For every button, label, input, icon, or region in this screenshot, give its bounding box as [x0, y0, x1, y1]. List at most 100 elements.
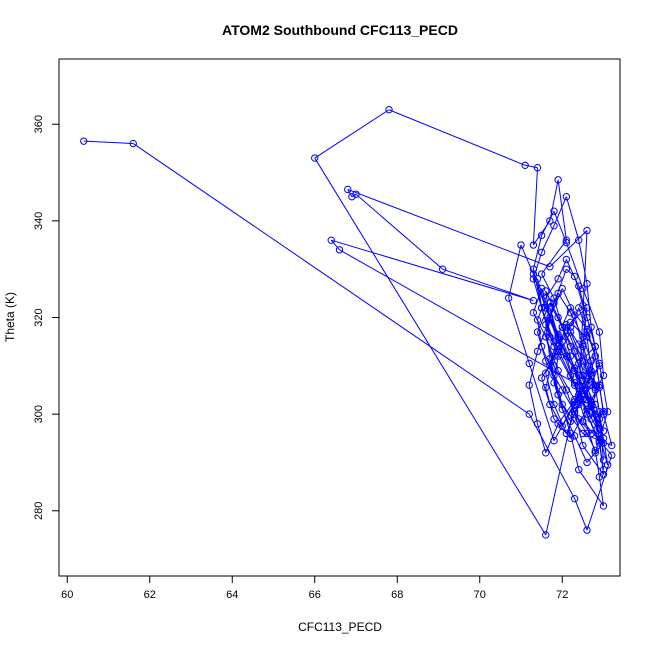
data-point: [566, 308, 575, 317]
data-point: [579, 395, 587, 404]
data-point: [591, 449, 599, 457]
y-tick-label: 280: [33, 502, 45, 520]
data-point: [550, 379, 558, 387]
data-point: [583, 458, 591, 467]
data-point: [533, 328, 542, 336]
data-point: [438, 265, 447, 273]
data-point: [599, 371, 608, 380]
data-point: [546, 263, 554, 271]
series-segment: [541, 225, 555, 253]
data-point: [579, 284, 587, 293]
data-point: [542, 369, 550, 377]
data-point: [566, 328, 575, 336]
series-segment: [83, 140, 134, 145]
series-segment: [549, 319, 563, 352]
data-point: [579, 357, 587, 365]
data-point: [562, 323, 571, 331]
data-point: [570, 311, 579, 319]
data-point: [575, 395, 583, 404]
data-point: [558, 400, 566, 409]
data-point: [579, 376, 587, 385]
data-point: [595, 429, 604, 438]
series-segment: [594, 356, 600, 386]
data-point: [570, 398, 579, 406]
data-point: [575, 466, 583, 474]
series-segment: [557, 394, 571, 422]
data-point: [570, 400, 579, 409]
data-point: [558, 386, 566, 394]
data-point: [311, 154, 319, 162]
data-point: [595, 383, 604, 392]
data-point: [80, 137, 88, 145]
data-point: [554, 289, 562, 298]
data-point: [546, 333, 554, 341]
data-point: [583, 362, 591, 370]
series-segment: [549, 307, 559, 337]
data-point: [521, 161, 529, 169]
data-point: [591, 400, 599, 409]
data-point: [525, 410, 533, 418]
data-point: [591, 386, 599, 394]
data-point: [537, 342, 546, 351]
data-point: [575, 391, 583, 399]
data-point: [554, 176, 562, 184]
data-point: [579, 333, 587, 341]
series-segment: [590, 327, 600, 366]
data-point: [595, 408, 604, 416]
data-point: [587, 357, 595, 365]
data-point: [550, 362, 558, 370]
data-point: [546, 362, 554, 370]
data-point: [550, 294, 558, 302]
data-point: [542, 531, 550, 539]
series-segment: [330, 239, 340, 251]
data-point: [562, 352, 571, 360]
data-point: [608, 441, 616, 450]
data-point: [546, 354, 554, 363]
data-point: [599, 434, 608, 442]
data-point: [542, 383, 550, 392]
data-point: [570, 494, 579, 503]
series-segment: [549, 404, 563, 427]
data-point: [583, 395, 591, 404]
data-point: [603, 461, 612, 469]
series-segment: [561, 341, 580, 376]
data-point: [562, 265, 571, 273]
series-segment: [528, 385, 538, 424]
data-point: [575, 352, 583, 360]
series-segment: [578, 230, 588, 398]
data-point: [587, 366, 595, 375]
x-axis: 60 62 64 66 68 70 72: [61, 575, 568, 601]
data-point: [575, 282, 583, 290]
data-point: [583, 325, 591, 334]
series-segment: [565, 242, 584, 289]
data-point: [566, 417, 575, 426]
data-point: [566, 342, 575, 351]
data-point: [575, 393, 583, 401]
x-tick-label: 68: [391, 589, 403, 601]
data-point: [529, 241, 538, 249]
series-segment: [528, 363, 555, 441]
series-segment: [545, 372, 555, 405]
data-point: [595, 328, 604, 336]
data-point: [558, 284, 566, 293]
y-tick-label: 340: [33, 212, 45, 230]
data-point: [583, 381, 591, 389]
data-point: [570, 432, 579, 440]
series-segment: [549, 230, 588, 268]
series-segment: [541, 239, 567, 275]
data-point: [595, 424, 604, 433]
data-point: [562, 236, 571, 244]
series-segment: [598, 363, 609, 412]
data-point: [566, 371, 575, 380]
data-point: [599, 456, 608, 464]
data-point: [562, 386, 571, 394]
data-point: [579, 429, 587, 438]
chart-title: ATOM2 Southbound CFC113_PECD: [222, 22, 458, 38]
data-point: [591, 352, 599, 360]
y-axis: 280 300 320 340 360: [33, 115, 60, 520]
series-segment: [578, 240, 588, 284]
series-points-group: [80, 106, 616, 539]
data-point: [537, 270, 546, 278]
data-point: [570, 364, 579, 372]
data-point: [554, 342, 562, 351]
